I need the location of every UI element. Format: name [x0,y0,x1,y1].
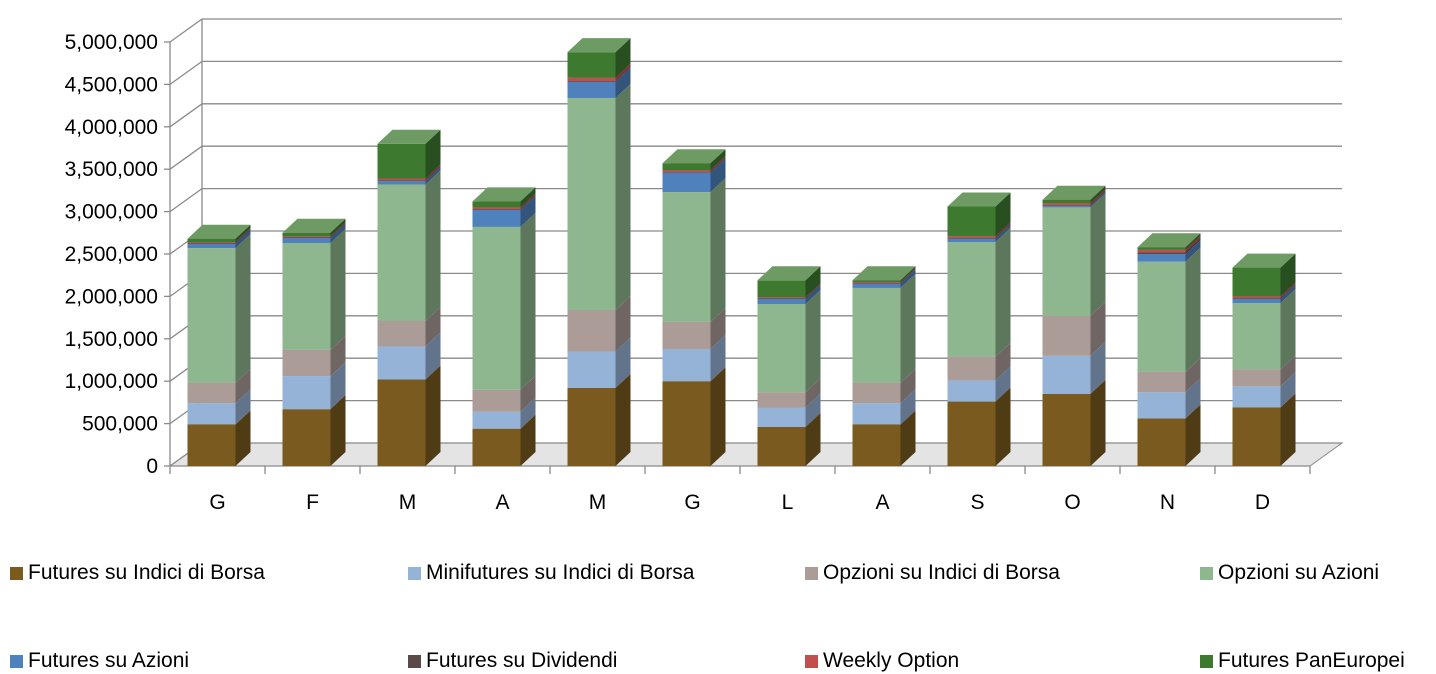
y-tick-label: 2,500,000 [65,243,158,266]
bar-stack [947,192,1011,466]
bar-segment [1042,185,1106,204]
bar-stack [757,266,821,466]
x-tick-label: A [495,491,509,514]
bar-stack [282,218,346,466]
bar-segment [852,266,916,282]
y-tick-label: 3,500,000 [65,158,158,181]
x-tick-label: G [684,491,700,514]
x-tick-label: M [589,491,607,514]
x-tick-label: F [306,491,319,514]
y-tick-label: 3,000,000 [65,201,158,224]
bar-stack [472,187,536,466]
y-tick-label: 1,000,000 [65,370,158,393]
y-tick-label: 0 [146,455,158,478]
bar-segment [1137,233,1201,250]
bar-segment [947,192,1011,237]
x-tick-label: G [209,491,225,514]
bar-stack [567,38,631,466]
bar-segment [187,224,251,243]
bar-segment [662,149,726,171]
bar-stack [662,149,726,466]
y-tick-label: 4,000,000 [65,116,158,139]
x-tick-label: N [1160,491,1175,514]
gridline-side [169,18,203,43]
bar-segment [1042,193,1106,316]
bar-segment [472,212,536,390]
bar-segment [567,38,631,78]
gridline-side [169,188,203,213]
bar-stack [1042,185,1106,466]
gridline-side [169,103,203,128]
x-tick-label: M [399,491,417,514]
x-tick-label: L [782,491,794,514]
bar-segment [377,129,441,179]
y-tick-label: 4,500,000 [65,73,158,96]
bar-segment [1042,379,1106,466]
bar-segment [377,365,441,466]
bar-segment [757,290,821,393]
bar-segment [662,178,726,322]
x-tick-label: D [1255,491,1270,514]
bar-stack [1232,253,1296,466]
bar-stack [377,129,441,466]
bar-segment [187,234,251,383]
bar-stack [187,224,251,466]
gridline-side [169,145,203,170]
bar-segment [282,228,346,350]
x-tick-label: O [1064,491,1080,514]
y-tick-label: 1,500,000 [65,328,158,351]
y-tick-label: 2,000,000 [65,285,158,308]
y-tick-label: 500,000 [82,413,158,436]
bar-segment [567,83,631,310]
bar-segment [947,228,1011,357]
bar-stack [1137,233,1201,466]
bar-segment [662,367,726,466]
x-tick-label: S [970,491,984,514]
bar-segment [282,218,346,237]
bar-stack [852,266,916,466]
bar-segment [1137,247,1201,372]
x-tick-label: A [875,491,889,514]
bar-segment [1232,253,1296,297]
bar-segment [472,187,536,208]
y-tick-label: 5,000,000 [65,31,158,54]
bar-segment [757,266,821,298]
bar-segment [852,273,916,383]
gridline-side [169,60,203,85]
bar-segment [377,170,441,321]
